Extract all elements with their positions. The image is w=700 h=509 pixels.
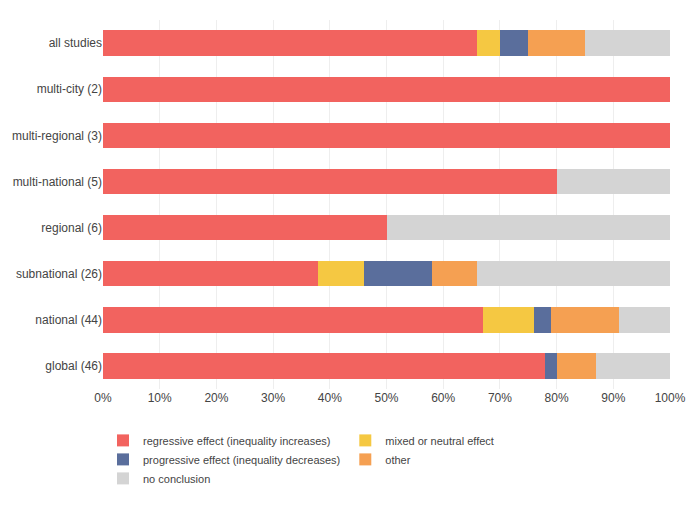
svg-text:multi-regional (3): multi-regional (3) [12,129,102,143]
svg-text:other: other [385,454,410,466]
svg-text:mixed or neutral effect: mixed or neutral effect [385,435,494,447]
svg-text:multi-national (5): multi-national (5) [13,175,102,189]
svg-text:global (46): global (46) [45,359,102,373]
svg-text:10%: 10% [148,391,172,405]
svg-text:all studies: all studies [49,36,102,50]
svg-text:30%: 30% [261,391,285,405]
svg-text:no conclusion: no conclusion [143,473,210,485]
svg-text:20%: 20% [204,391,228,405]
svg-text:40%: 40% [318,391,342,405]
svg-text:regressive effect (inequality: regressive effect (inequality increases) [143,435,331,447]
svg-text:multi-city (2): multi-city (2) [37,82,102,96]
svg-text:progressive effect (inequality: progressive effect (inequality decreases… [143,454,340,466]
svg-text:60%: 60% [431,391,455,405]
svg-text:100%: 100% [655,391,686,405]
svg-text:50%: 50% [374,391,398,405]
svg-text:0%: 0% [94,391,112,405]
svg-text:90%: 90% [601,391,625,405]
svg-text:80%: 80% [545,391,569,405]
svg-text:70%: 70% [488,391,512,405]
svg-text:regional (6): regional (6) [41,221,102,235]
svg-text:subnational (26): subnational (26) [16,267,102,281]
svg-text:national (44): national (44) [35,313,102,327]
